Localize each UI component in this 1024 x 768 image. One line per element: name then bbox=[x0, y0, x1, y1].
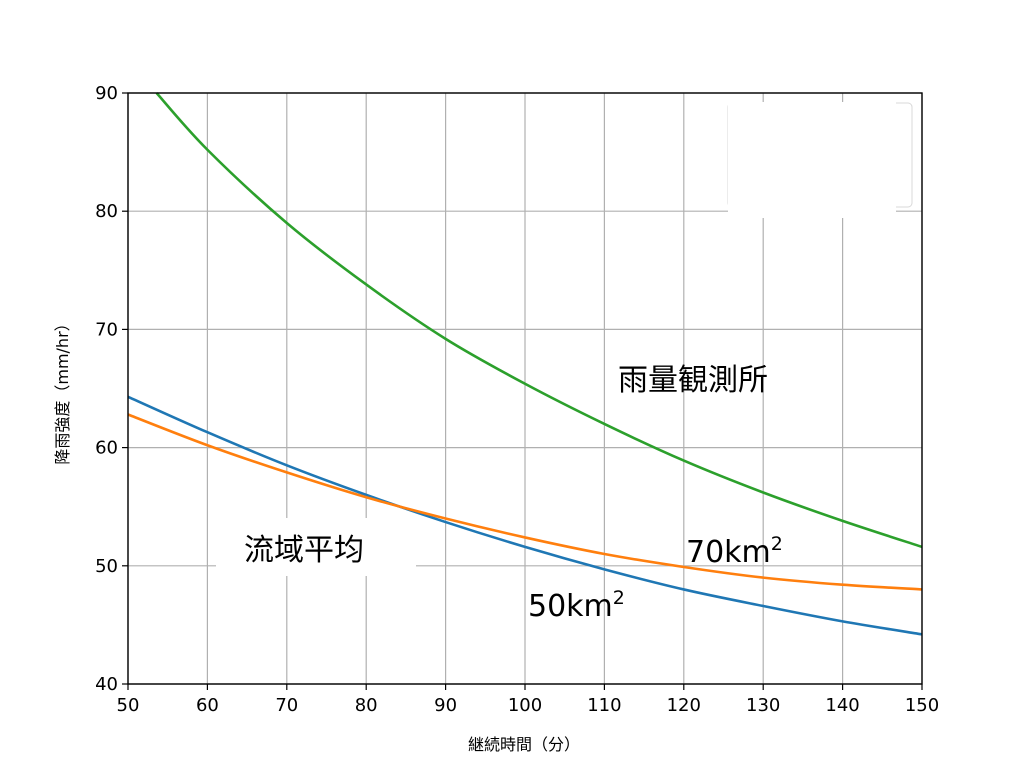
x-tick-label: 130 bbox=[746, 695, 780, 716]
annotation-basin-average-bg bbox=[216, 518, 416, 576]
x-tick-label: 80 bbox=[355, 695, 378, 716]
annotation-basin-average: 流域平均 bbox=[244, 533, 364, 568]
y-tick-label: 60 bbox=[95, 438, 118, 459]
x-tick-label: 70 bbox=[275, 695, 298, 716]
x-tick-label: 90 bbox=[434, 695, 457, 716]
y-tick-label: 50 bbox=[95, 556, 118, 577]
x-tick-label: 140 bbox=[825, 695, 859, 716]
y-axis-label: 降雨強度（mm/hr） bbox=[53, 315, 72, 464]
annotation-area-50-sup: 2 bbox=[613, 587, 625, 609]
x-tick-label: 60 bbox=[196, 695, 219, 716]
y-tick-label: 70 bbox=[95, 319, 118, 340]
series-green-line bbox=[155, 92, 923, 549]
legend-mask bbox=[728, 102, 896, 218]
annotation-area-50-base: 50km bbox=[528, 589, 613, 624]
x-tick-label: 50 bbox=[117, 695, 140, 716]
series-orange-line bbox=[127, 413, 923, 591]
x-tick-label: 150 bbox=[905, 695, 939, 716]
series-layer bbox=[127, 92, 923, 636]
y-tick-label: 80 bbox=[95, 201, 118, 222]
y-tick-label: 40 bbox=[95, 674, 118, 695]
annotation-area-70: 70km2 bbox=[686, 533, 783, 570]
annotation-area-50: 50km2 bbox=[528, 587, 625, 624]
annotation-area-70-base: 70km bbox=[686, 535, 771, 570]
x-tick-label: 110 bbox=[587, 695, 621, 716]
annotation-area-70-sup: 2 bbox=[771, 533, 783, 555]
x-tick-label: 120 bbox=[667, 695, 701, 716]
annotation-rain-gauge: 雨量観測所 bbox=[618, 363, 768, 398]
series-blue-line bbox=[127, 395, 923, 636]
x-axis-label: 継続時間（分） bbox=[468, 735, 580, 754]
x-tick-label: 100 bbox=[508, 695, 542, 716]
y-tick-label: 90 bbox=[95, 83, 118, 104]
